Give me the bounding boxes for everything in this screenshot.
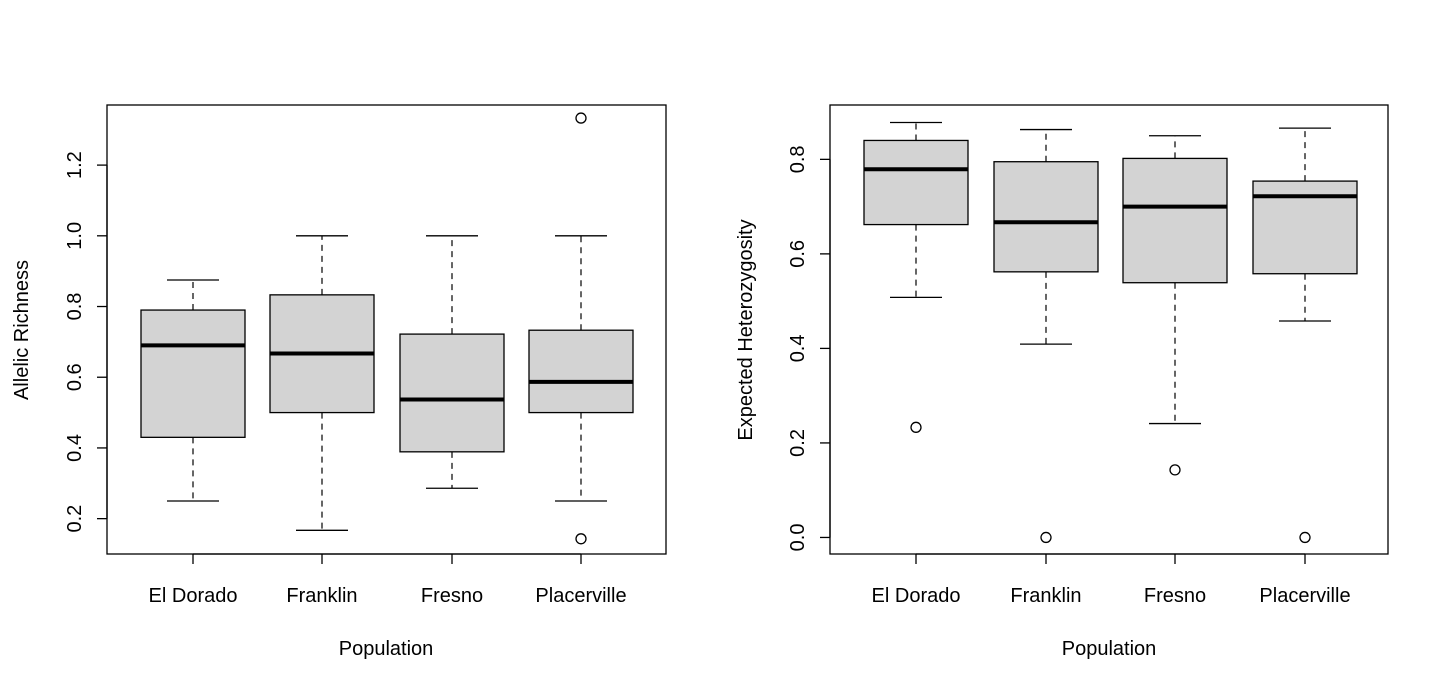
y-tick-label-3: 0.6: [787, 240, 809, 268]
y-tick-label-5: 1.2: [64, 151, 86, 179]
box-fresno: [1122, 157, 1228, 284]
box-placerville: [528, 329, 634, 414]
outlier-placerville-1: [575, 533, 587, 545]
y-tick-label-1: 0.2: [787, 429, 809, 457]
y-tick-label-2: 0.6: [64, 363, 86, 391]
x-tick-label-fresno: Fresno: [421, 585, 483, 607]
outlier-fresno-0: [1169, 464, 1181, 476]
x-tick-label-el-dorado: El Dorado: [872, 585, 961, 607]
box-el-dorado: [863, 139, 969, 226]
outlier-franklin-0: [1040, 531, 1052, 544]
x-tick-label-el-dorado: El Dorado: [149, 585, 238, 607]
y-tick-label-0: 0.0: [787, 524, 809, 552]
expected-heterozygosity-panel: El Dorado Franklin Fresno Placerville 0.0 0.2…: [735, 104, 1389, 660]
y-tick-label-2: 0.4: [787, 334, 809, 362]
x-tick-label-fresno: Fresno: [1144, 585, 1206, 607]
x-tick-label-placerville: Placerville: [535, 585, 626, 607]
x-tick-label-placerville: Placerville: [1259, 585, 1350, 607]
x-tick-label-franklin: Franklin: [286, 585, 357, 607]
y-tick-label-0: 0.2: [64, 505, 86, 533]
outlier-placerville-0: [1299, 531, 1311, 544]
y-tick-label-3: 0.8: [64, 293, 86, 321]
box-el-dorado: [140, 309, 246, 438]
y-axis-title: Allelic Richness: [11, 260, 33, 400]
x-tick-label-franklin: Franklin: [1010, 585, 1081, 607]
y-tick-label-1: 0.4: [64, 434, 86, 462]
y-tick-label-4: 0.8: [787, 145, 809, 173]
x-axis-title: Population: [339, 638, 434, 660]
box-franklin: [993, 161, 1099, 273]
x-axis-title: Population: [1062, 638, 1157, 660]
outlier-el-dorado-0: [910, 421, 922, 433]
y-tick-label-4: 1.0: [64, 222, 86, 250]
allelic-richness-panel: El Dorado Franklin Fresno Placerville 0.2 0.4…: [11, 104, 667, 660]
y-axis-title: Expected Heterozygosity: [735, 219, 757, 440]
box-fresno: [399, 333, 505, 453]
outlier-placerville-0: [575, 112, 587, 124]
